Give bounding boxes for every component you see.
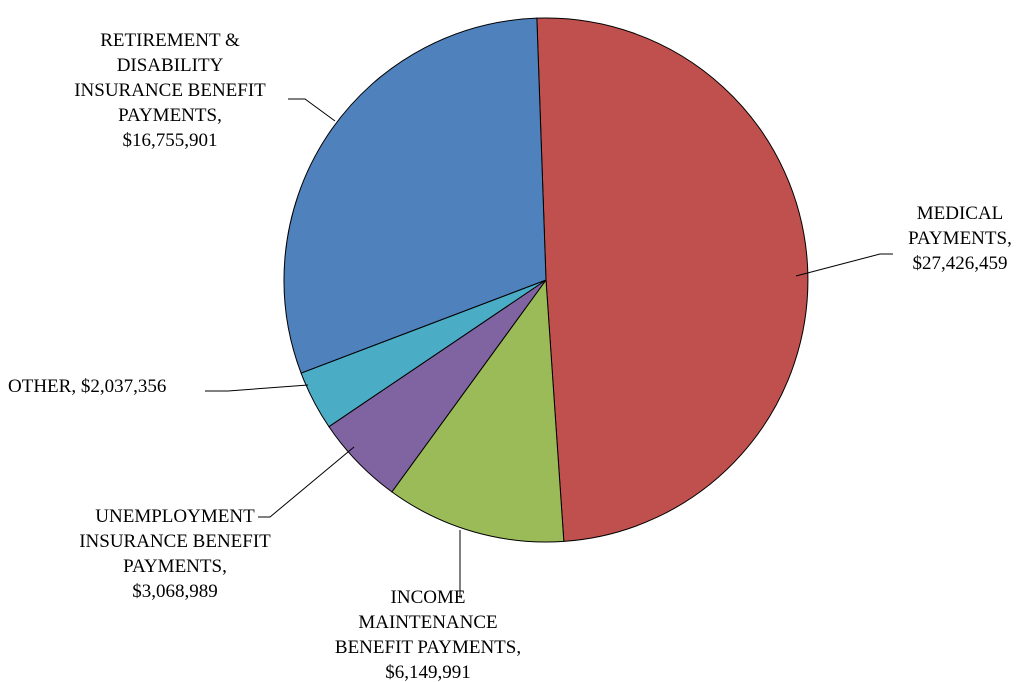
data-label-line: OTHER, $2,037,356: [8, 376, 166, 397]
slice-data-label: MEDICAL PAYMENTS, $27,426,459: [908, 203, 1012, 274]
data-label-line: MAINTENANCE: [358, 612, 497, 633]
data-label-line: INSURANCE BENEFIT: [74, 80, 266, 101]
data-label-line: UNEMPLOYMENT: [95, 506, 255, 527]
leader-line: [205, 384, 309, 392]
slice-data-label: RETIREMENT & DISABILITY INSURANCE BENEFIT P…: [74, 30, 266, 151]
data-label-line: MEDICAL: [917, 203, 1004, 224]
leader-line: [795, 253, 893, 277]
data-label-line: $3,068,989: [132, 581, 218, 602]
leader-lines: [205, 98, 893, 598]
data-label-line: INCOME: [391, 587, 466, 608]
leader-line: [258, 446, 355, 518]
data-label-line: BENEFIT PAYMENTS,: [335, 637, 521, 658]
data-label-line: DISABILITY: [117, 55, 224, 76]
data-label-line: INSURANCE BENEFIT: [79, 531, 271, 552]
slice-data-label: INCOME MAINTENANCE BENEFIT PAYMENTS, $6,149…: [335, 587, 521, 682]
data-label-line: $27,426,459: [913, 253, 1008, 274]
data-label-line: PAYMENTS,: [118, 105, 222, 126]
data-label-line: RETIREMENT &: [100, 30, 240, 51]
data-label-line: PAYMENTS,: [123, 556, 227, 577]
data-labels: MEDICAL PAYMENTS, $27,426,459 INCOME MAINTEN…: [8, 30, 1012, 682]
pie-slice: [536, 17, 809, 542]
leader-line: [288, 98, 336, 122]
pie-slices: [283, 17, 809, 543]
data-label-line: $6,149,991: [385, 662, 471, 682]
slice-data-label: OTHER, $2,037,356: [8, 376, 166, 397]
data-label-line: PAYMENTS,: [908, 228, 1012, 249]
data-label-line: $16,755,901: [123, 130, 218, 151]
pie-slice: [283, 17, 547, 374]
pie-slice: [391, 278, 565, 543]
slice-data-label: UNEMPLOYMENT INSURANCE BENEFIT PAYMENTS, $3…: [79, 506, 271, 602]
